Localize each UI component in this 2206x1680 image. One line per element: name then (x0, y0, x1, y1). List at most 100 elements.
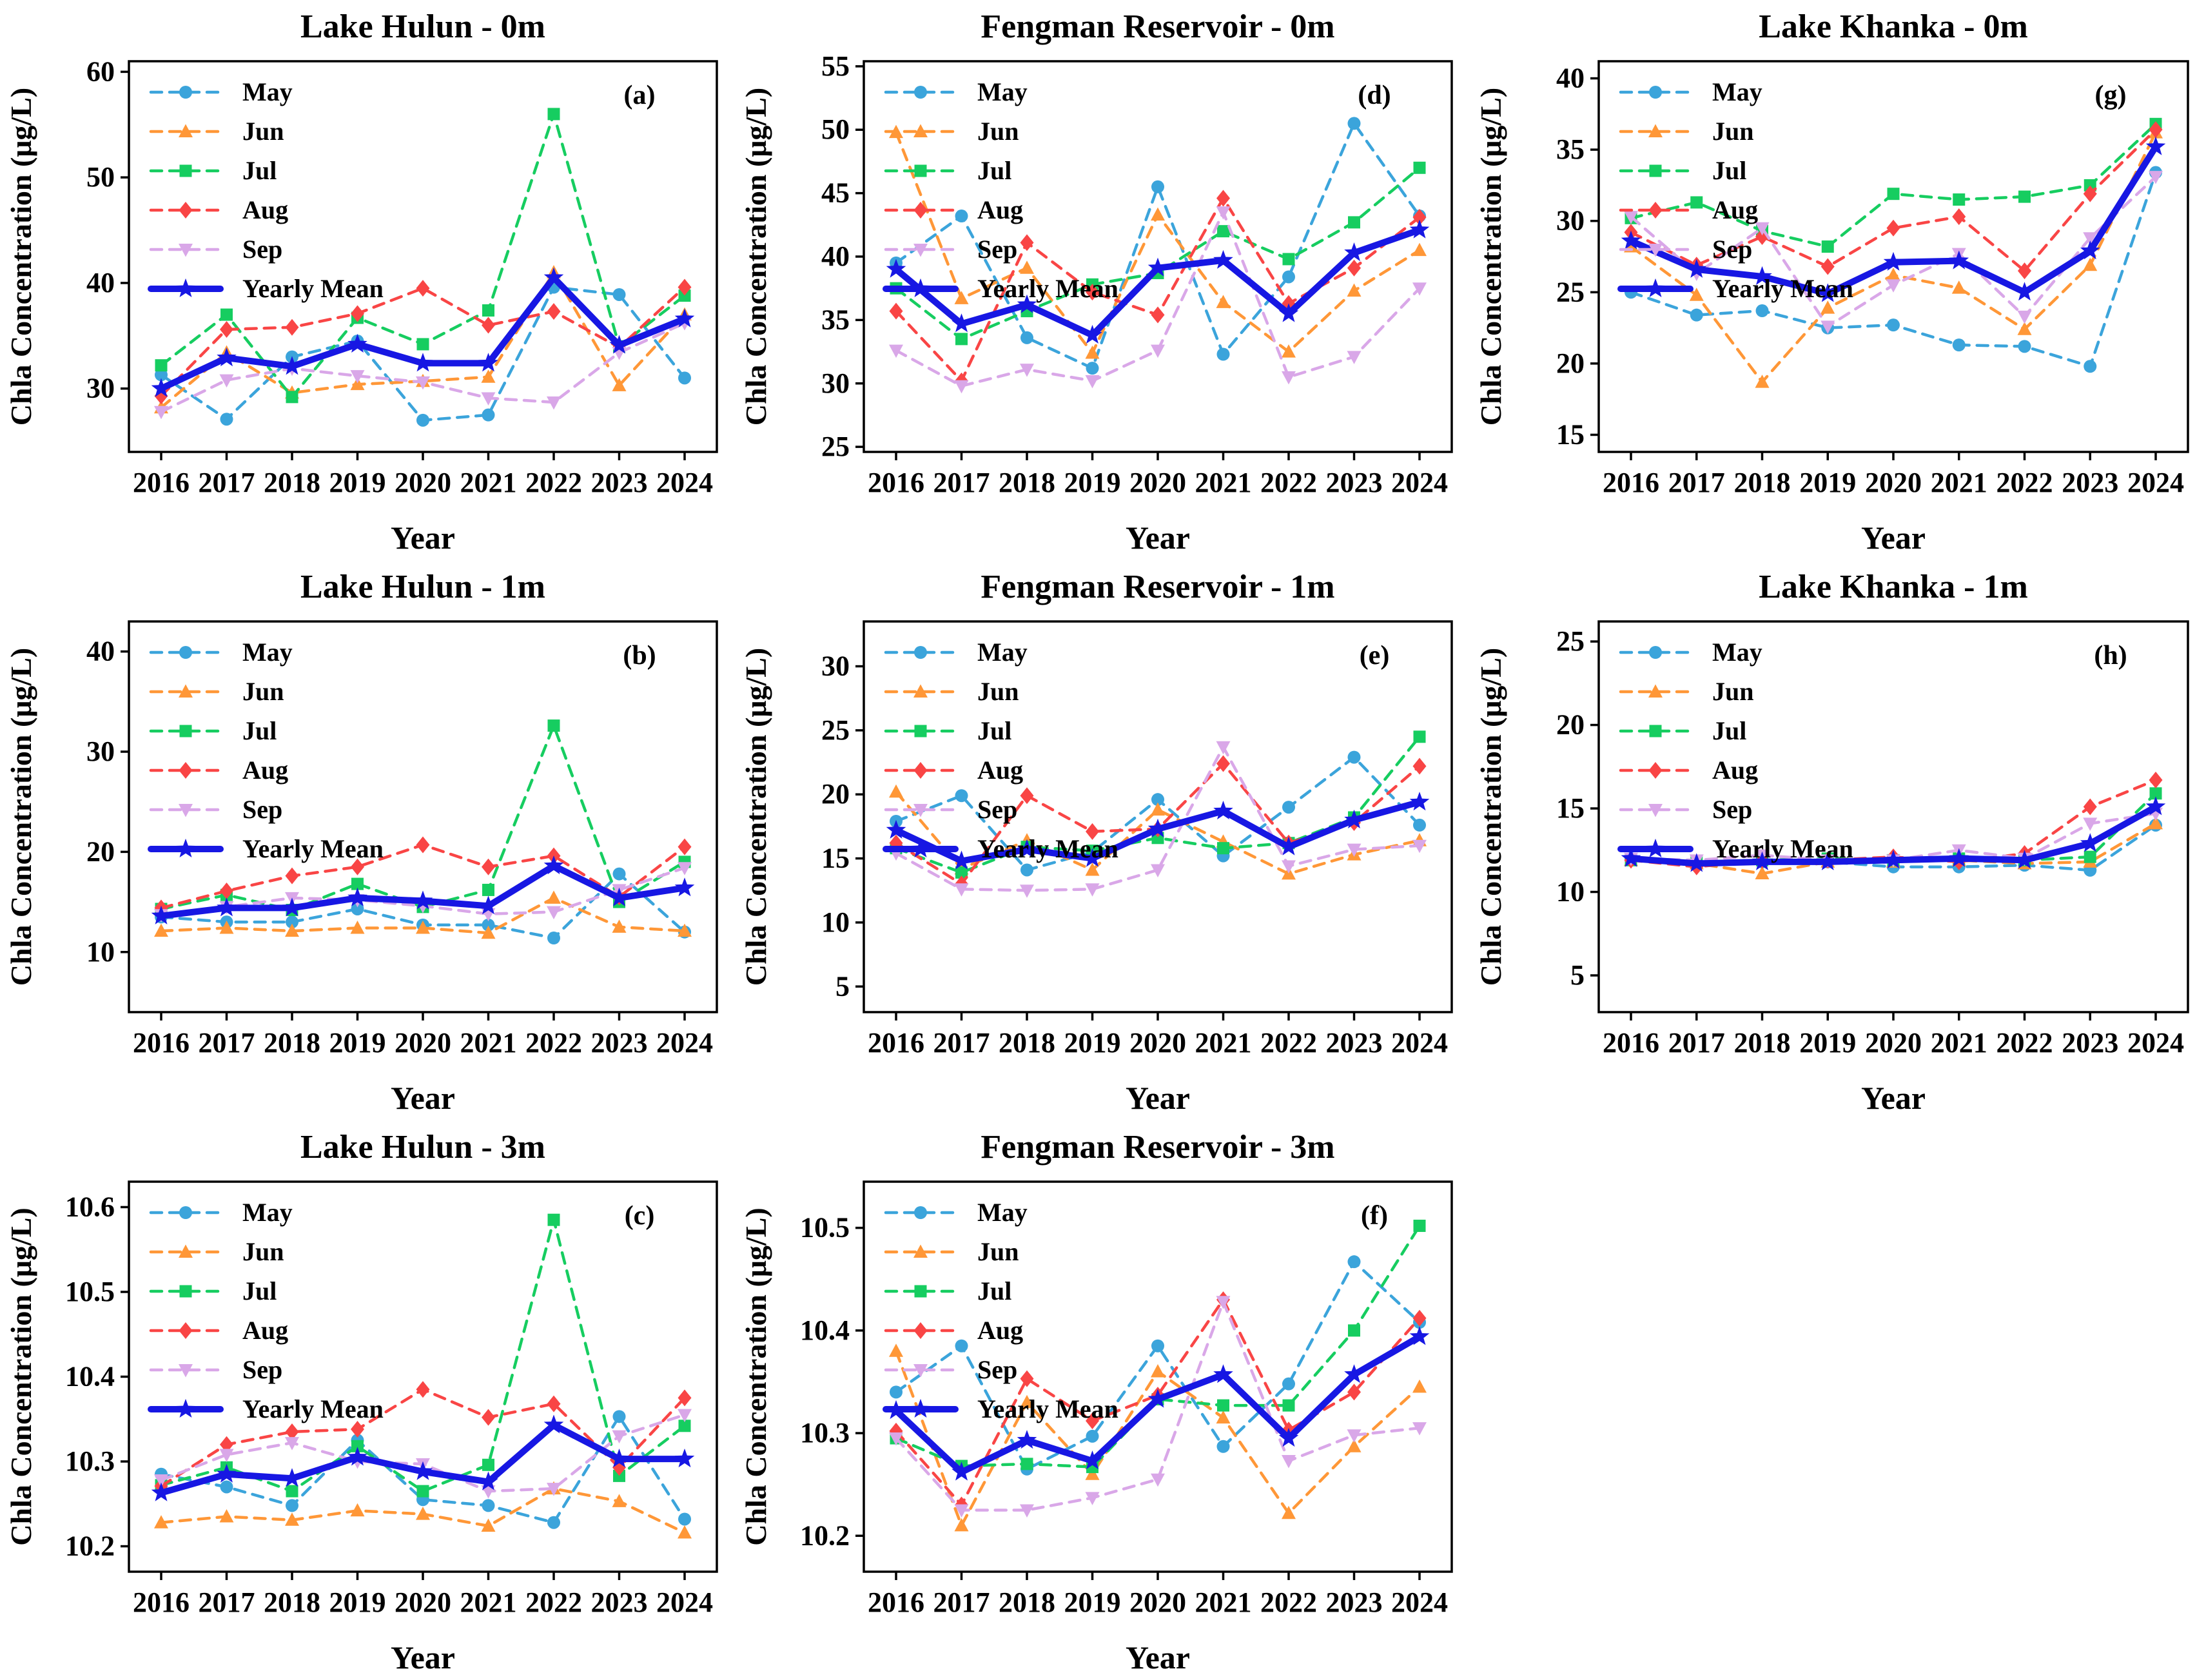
svg-text:2022: 2022 (525, 467, 582, 498)
svg-text:40: 40 (86, 267, 115, 298)
svg-text:2016: 2016 (868, 1587, 924, 1618)
svg-text:Jul: Jul (242, 1276, 277, 1305)
svg-text:2019: 2019 (329, 1027, 386, 1059)
svg-text:10.3: 10.3 (65, 1445, 115, 1477)
svg-text:Aug: Aug (977, 1316, 1023, 1345)
chart-g-svg: Lake Khanka - 0m Year Chla Concentration (… (1470, 0, 2206, 560)
chart-c-lake-hulun-3m: Lake Hulun - 3m Year Chla Concentration (μ… (0, 1120, 735, 1680)
svg-text:2021: 2021 (460, 1587, 517, 1618)
svg-text:Year: Year (391, 520, 455, 556)
svg-text:30: 30 (821, 650, 850, 682)
svg-text:25: 25 (1556, 276, 1585, 308)
svg-text:Fengman Reservoir - 3m: Fengman Reservoir - 3m (981, 1129, 1334, 1166)
svg-text:5: 5 (1570, 959, 1585, 991)
svg-text:Sep: Sep (242, 795, 282, 824)
svg-text:2017: 2017 (199, 467, 255, 498)
svg-text:35: 35 (1556, 133, 1585, 165)
chart-f-svg: Fengman Reservoir - 3m Year Chla Concentra… (735, 1120, 1470, 1680)
svg-text:2017: 2017 (1668, 467, 1725, 498)
svg-text:10.5: 10.5 (65, 1276, 115, 1307)
svg-text:Chla Concentration (μg/L): Chla Concentration (μg/L) (5, 648, 37, 986)
svg-text:2023: 2023 (591, 467, 648, 498)
chart-a-lake-hulun-0m: Lake Hulun - 0m Year Chla Concentration (μ… (0, 0, 735, 560)
svg-text:2023: 2023 (1326, 1587, 1383, 1618)
svg-text:25: 25 (821, 714, 850, 746)
svg-text:Sep: Sep (977, 1355, 1017, 1384)
svg-text:Jul: Jul (977, 1276, 1011, 1305)
svg-text:Lake Hulun - 3m: Lake Hulun - 3m (300, 1129, 545, 1166)
svg-text:2020: 2020 (1129, 1027, 1186, 1059)
svg-text:2024: 2024 (656, 467, 713, 498)
svg-text:2024: 2024 (1391, 1027, 1448, 1059)
svg-text:2021: 2021 (1931, 1027, 1987, 1059)
svg-text:May: May (1712, 638, 1762, 667)
svg-text:Jun: Jun (977, 117, 1019, 146)
svg-text:45: 45 (821, 177, 850, 209)
svg-text:2021: 2021 (1195, 1587, 1252, 1618)
chart-b-svg: Lake Hulun - 1m Year Chla Concentration (μ… (0, 560, 735, 1120)
svg-text:2022: 2022 (1996, 1027, 2053, 1059)
svg-text:10.2: 10.2 (800, 1519, 850, 1551)
svg-text:2018: 2018 (1734, 1027, 1791, 1059)
chart-h-lake-khanka-1m: Lake Khanka - 1m Year Chla Concentration (… (1470, 560, 2206, 1120)
svg-text:2016: 2016 (133, 1027, 190, 1059)
svg-text:2021: 2021 (460, 467, 517, 498)
svg-text:Chla Concentration (μg/L): Chla Concentration (μg/L) (1474, 88, 1507, 425)
svg-text:2024: 2024 (2127, 1027, 2184, 1059)
svg-text:Yearly Mean: Yearly Mean (242, 274, 384, 303)
svg-text:2017: 2017 (199, 1027, 255, 1059)
svg-text:2023: 2023 (591, 1027, 648, 1059)
svg-text:2017: 2017 (1668, 1027, 1725, 1059)
chart-a-svg: Lake Hulun - 0m Year Chla Concentration (μ… (0, 0, 735, 560)
empty-cell (1470, 1120, 2206, 1680)
svg-text:2017: 2017 (933, 1027, 990, 1059)
svg-text:Chla Concentration (μg/L): Chla Concentration (μg/L) (1474, 648, 1507, 986)
svg-text:(c): (c) (625, 1201, 655, 1231)
svg-text:Fengman Reservoir - 0m: Fengman Reservoir - 0m (981, 8, 1334, 45)
svg-text:(d): (d) (1358, 81, 1391, 110)
svg-text:2016: 2016 (133, 1587, 190, 1618)
svg-text:2021: 2021 (1931, 467, 1987, 498)
svg-text:30: 30 (86, 736, 115, 767)
svg-text:2018: 2018 (999, 1587, 1055, 1618)
svg-text:Jul: Jul (242, 156, 277, 185)
svg-text:2018: 2018 (264, 467, 320, 498)
svg-text:20: 20 (821, 778, 850, 810)
svg-text:May: May (977, 1198, 1028, 1227)
svg-text:15: 15 (821, 843, 850, 874)
svg-text:2019: 2019 (1064, 1027, 1121, 1059)
chart-b-lake-hulun-1m: Lake Hulun - 1m Year Chla Concentration (μ… (0, 560, 735, 1120)
svg-text:2022: 2022 (525, 1587, 582, 1618)
svg-text:20: 20 (1556, 709, 1585, 741)
svg-text:2022: 2022 (525, 1027, 582, 1059)
svg-text:10.5: 10.5 (800, 1212, 850, 1244)
svg-text:25: 25 (1556, 625, 1585, 657)
chart-h-svg: Lake Khanka - 1m Year Chla Concentration (… (1470, 560, 2206, 1120)
svg-text:Sep: Sep (1712, 235, 1752, 264)
chart-d-svg: Fengman Reservoir - 0m Year Chla Concentra… (735, 0, 1470, 560)
svg-text:Aug: Aug (977, 195, 1023, 224)
svg-text:20: 20 (86, 835, 115, 867)
svg-text:2021: 2021 (1195, 467, 1252, 498)
svg-text:Jun: Jun (242, 1237, 284, 1266)
svg-text:40: 40 (86, 636, 115, 667)
svg-text:2016: 2016 (868, 1027, 924, 1059)
svg-text:35: 35 (821, 304, 850, 335)
svg-text:55: 55 (821, 50, 850, 82)
svg-text:2022: 2022 (1260, 467, 1317, 498)
svg-text:Yearly Mean: Yearly Mean (977, 1394, 1118, 1423)
svg-text:Lake Khanka - 0m: Lake Khanka - 0m (1759, 8, 2028, 45)
svg-text:Aug: Aug (977, 756, 1023, 785)
svg-text:2023: 2023 (2062, 467, 2118, 498)
svg-text:Year: Year (1126, 1639, 1190, 1675)
svg-text:Yearly Mean: Yearly Mean (1712, 274, 1853, 303)
svg-text:2016: 2016 (133, 467, 190, 498)
svg-text:May: May (242, 638, 293, 667)
svg-text:50: 50 (821, 113, 850, 145)
svg-text:60: 60 (86, 55, 115, 87)
svg-text:Sep: Sep (1712, 795, 1752, 824)
svg-text:(e): (e) (1360, 641, 1390, 670)
svg-text:(f): (f) (1361, 1201, 1388, 1231)
svg-text:(g): (g) (2095, 81, 2127, 110)
svg-text:10: 10 (86, 936, 115, 968)
